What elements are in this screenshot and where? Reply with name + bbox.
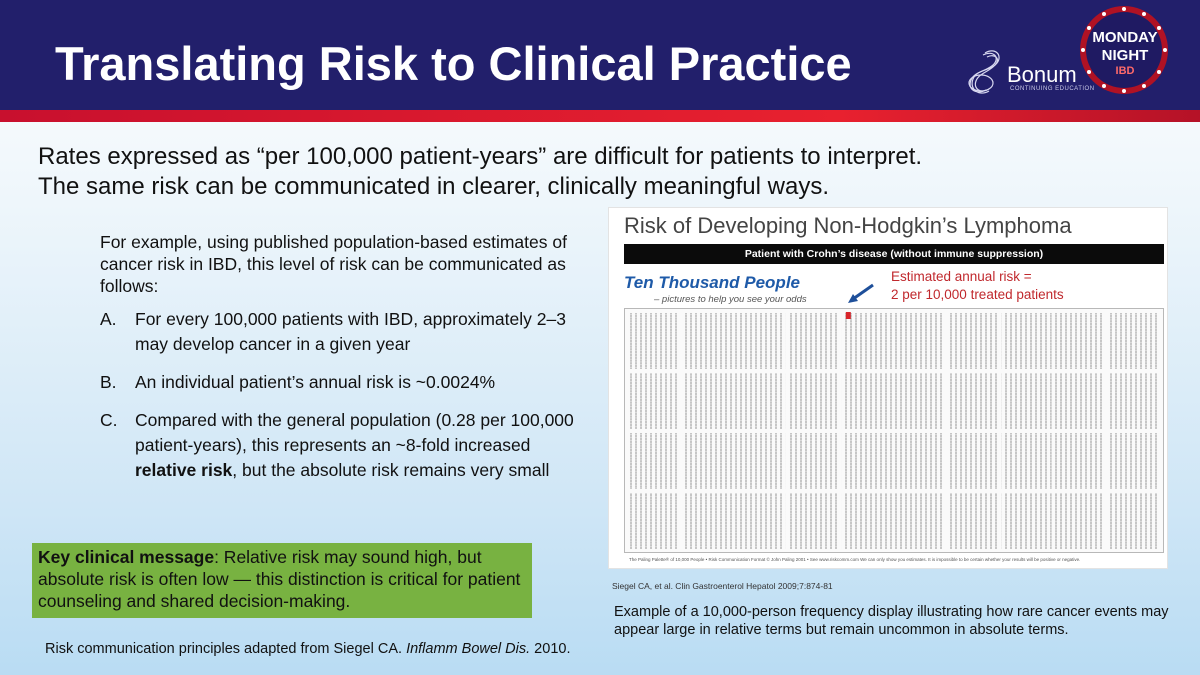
list-item-b: B. An individual patient’s annual risk i… bbox=[100, 370, 590, 395]
people-block bbox=[735, 313, 786, 369]
people-block bbox=[682, 493, 733, 549]
slide-title: Translating Risk to Clinical Practice bbox=[55, 37, 852, 90]
list-item-a: A. For every 100,000 patients with IBD, … bbox=[100, 307, 590, 357]
people-block bbox=[735, 433, 786, 489]
people-block bbox=[1107, 493, 1158, 549]
bonum-logo-text: Bonum bbox=[1007, 62, 1077, 87]
people-grid-svg bbox=[629, 312, 1158, 549]
badge-line-ibd: IBD bbox=[1115, 65, 1135, 77]
people-block bbox=[682, 313, 733, 369]
people-block bbox=[788, 313, 839, 369]
people-block bbox=[948, 433, 999, 489]
list-item-text-bold: relative risk bbox=[135, 460, 233, 480]
people-block bbox=[948, 373, 999, 429]
people-block bbox=[629, 313, 679, 369]
people-block bbox=[1054, 373, 1105, 429]
people-block bbox=[788, 433, 839, 489]
people-block bbox=[629, 373, 679, 429]
intro-line-2: The same risk can be communicated in cle… bbox=[38, 173, 830, 200]
people-block bbox=[841, 313, 892, 369]
key-message-text: : Relative risk may sound high, but abso… bbox=[38, 547, 521, 611]
figure-title: Risk of Developing Non-Hodgkin’s Lymphom… bbox=[624, 213, 1072, 238]
people-block bbox=[682, 433, 733, 489]
people-block bbox=[1001, 493, 1052, 549]
key-clinical-message-box: Key clinical message: Relative risk may … bbox=[32, 543, 532, 618]
people-block bbox=[1001, 373, 1052, 429]
people-block bbox=[735, 493, 786, 549]
figure-reference: Siegel CA, et al. Clin Gastroenterol Hep… bbox=[612, 581, 833, 591]
people-block bbox=[841, 373, 892, 429]
bonum-logo-subtext: CONTINUING EDUCATION bbox=[1010, 86, 1095, 92]
risk-figure: Risk of Developing Non-Hodgkin’s Lymphom… bbox=[608, 207, 1168, 569]
affected-person-mark bbox=[847, 312, 851, 319]
people-block bbox=[948, 313, 999, 369]
list-marker: A. bbox=[100, 309, 117, 329]
people-block bbox=[682, 373, 733, 429]
grid-footer-text: The Paling Palette® of 10,000 People • R… bbox=[629, 557, 1081, 562]
key-message-label: Key clinical message bbox=[38, 547, 215, 567]
reference-text: Risk communication principles adapted fr… bbox=[45, 641, 407, 657]
intro-statement: Rates expressed as “per 100,000 patient-… bbox=[38, 142, 1178, 202]
figure-subtitle-bar: Patient with Crohn’s disease (without im… bbox=[624, 244, 1164, 264]
people-block bbox=[629, 493, 679, 549]
affected-person-mark bbox=[845, 312, 849, 319]
pointer-arrow-icon bbox=[848, 283, 874, 303]
people-block bbox=[1001, 313, 1052, 369]
reference-journal: Inflamm Bowel Dis. bbox=[406, 641, 531, 657]
reference-year: 2010. bbox=[530, 641, 571, 657]
people-block bbox=[788, 373, 839, 429]
estimate-line-2: 2 per 10,000 treated patients bbox=[891, 287, 1064, 302]
list-marker: B. bbox=[100, 372, 117, 392]
people-block bbox=[841, 433, 892, 489]
figure-caption: Example of a 10,000-person frequency dis… bbox=[614, 604, 1169, 638]
list-item-text-after: , but the absolute risk remains very sma… bbox=[232, 460, 550, 480]
list-marker: C. bbox=[100, 410, 118, 430]
ten-thousand-people-subtitle: – pictures to help you see your odds bbox=[654, 294, 807, 305]
header-stripe bbox=[0, 110, 1200, 122]
people-block bbox=[895, 313, 945, 369]
reference-citation: Risk communication principles adapted fr… bbox=[45, 641, 570, 657]
risk-communication-list: A. For every 100,000 patients with IBD, … bbox=[100, 307, 590, 496]
people-block bbox=[735, 373, 786, 429]
list-item-c: C. Compared with the general population … bbox=[100, 408, 590, 483]
estimated-risk-annotation: Estimated annual risk = 2 per 10,000 tre… bbox=[891, 268, 1064, 304]
ten-thousand-people-title: Ten Thousand People bbox=[624, 273, 800, 292]
monday-night-ibd-badge-icon bbox=[1080, 6, 1168, 94]
people-block bbox=[1107, 313, 1158, 369]
list-item-text: For every 100,000 patients with IBD, app… bbox=[135, 309, 566, 354]
people-block bbox=[895, 493, 945, 549]
people-block bbox=[1054, 493, 1105, 549]
people-block bbox=[1054, 433, 1105, 489]
header-band bbox=[0, 0, 1200, 110]
people-block bbox=[629, 433, 679, 489]
people-block bbox=[788, 493, 839, 549]
people-block bbox=[895, 433, 945, 489]
people-block bbox=[895, 373, 945, 429]
people-grid bbox=[624, 308, 1164, 553]
list-item-text-before: Compared with the general population (0.… bbox=[135, 410, 574, 455]
list-item-text: An individual patient’s annual risk is ~… bbox=[135, 372, 496, 392]
people-block bbox=[1001, 433, 1052, 489]
intro-line-1: Rates expressed as “per 100,000 patient-… bbox=[38, 143, 923, 170]
people-block bbox=[841, 493, 892, 549]
badge-line-night: NIGHT bbox=[1101, 47, 1149, 64]
people-block bbox=[1107, 433, 1158, 489]
people-block bbox=[948, 493, 999, 549]
estimate-line-1: Estimated annual risk = bbox=[891, 269, 1032, 284]
people-block bbox=[1107, 373, 1158, 429]
bonum-logo-icon bbox=[968, 50, 1000, 94]
badge-line-monday: MONDAY bbox=[1092, 29, 1158, 46]
example-intro-text: For example, using published population-… bbox=[100, 232, 567, 296]
people-block bbox=[1054, 313, 1105, 369]
